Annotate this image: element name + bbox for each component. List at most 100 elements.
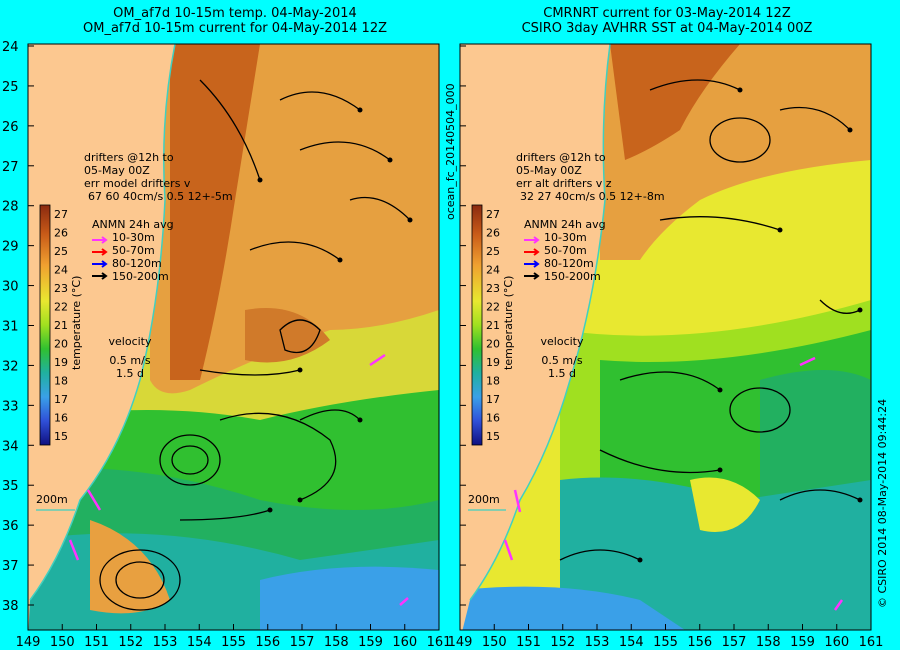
colorbar-tick-label: 16 — [54, 411, 68, 424]
left-bin-4: 150-200m — [112, 270, 169, 283]
copyright-label: © CSIRO 2014 08-May-2014 09:44:24 — [876, 398, 889, 608]
lon-tick-label: 156 — [687, 635, 712, 650]
model-run-label: ocean_fc_20140504_000 — [444, 83, 457, 220]
lon-tick-label: 153 — [585, 635, 610, 650]
right-colorbar — [471, 204, 483, 446]
left-velocity-time: 1.5 d — [116, 367, 144, 380]
lon-tick-label: 152 — [550, 635, 575, 650]
right-drifter-note-2: 05-May 00Z — [516, 164, 582, 177]
colorbar-tick-label: 25 — [486, 245, 500, 258]
lat-tick-label: 24 — [2, 40, 19, 55]
depth-bin-arrow — [524, 236, 540, 244]
right-drifter-note-1: drifters @12h to — [516, 151, 606, 164]
lon-tick-label: 157 — [722, 635, 747, 650]
lon-tick-label: 157 — [290, 635, 315, 650]
left-drifter-note-1: drifters @12h to — [84, 151, 174, 164]
lat-tick-label: 25 — [2, 80, 19, 95]
depth-bin-arrow — [524, 260, 540, 268]
colorbar-tick-label: 20 — [54, 337, 68, 350]
lon-tick-label: 155 — [221, 635, 246, 650]
lat-tick-label: 33 — [2, 399, 19, 414]
left-title: OM_af7d 10-15m temp. 04-May-2014 OM_af7d… — [30, 6, 440, 36]
left-title-line1: OM_af7d 10-15m temp. 04-May-2014 — [113, 6, 357, 21]
right-velocity-speed: 0.5 m/s — [541, 354, 583, 367]
lat-tick-label: 37 — [2, 559, 19, 574]
left-colorbar — [39, 204, 51, 446]
left-drifter-note: drifters @12h to 05-May 00Z err model dr… — [68, 151, 233, 203]
left-velocity-legend: velocity 0.5 m/s 1.5 d — [100, 335, 160, 380]
lat-tick-label: 36 — [2, 519, 19, 534]
lat-tick-label: 30 — [2, 280, 19, 295]
lon-tick-label: 156 — [255, 635, 280, 650]
colorbar-tick-label: 18 — [486, 374, 500, 387]
right-colorbar-label: temperature (°C) — [502, 275, 515, 370]
lat-tick-label: 34 — [2, 439, 19, 454]
lon-tick-label: 151 — [516, 635, 541, 650]
left-bin-1: 10-30m — [112, 231, 155, 244]
colorbar-tick-label: 27 — [54, 208, 68, 221]
colorbar-tick-label: 23 — [54, 282, 68, 295]
lon-tick-label: 158 — [324, 635, 349, 650]
lon-tick-label: 154 — [187, 635, 212, 650]
lat-tick-label: 31 — [2, 320, 19, 335]
left-colorbar-label: temperature (°C) — [70, 275, 83, 370]
right-map — [460, 44, 871, 630]
lon-tick-label: 152 — [118, 635, 143, 650]
colorbar-tick-label: 26 — [486, 227, 500, 240]
colorbar-tick-label: 25 — [54, 245, 68, 258]
right-velocity-title: velocity — [540, 335, 584, 348]
depth-bin-arrow — [92, 272, 108, 280]
colorbar-tick-label: 18 — [54, 374, 68, 387]
depth-bin-arrow — [92, 236, 108, 244]
colorbar-tick-label: 17 — [54, 393, 68, 406]
left-title-line2: OM_af7d 10-15m current for 04-May-2014 1… — [83, 21, 387, 36]
right-anmn-title: ANMN 24h avg — [524, 218, 606, 231]
left-drifter-note-3: err model drifters v — [84, 177, 191, 190]
left-drifter-note-4: 67 60 40cm/s 0.5 12+-5m — [88, 190, 233, 203]
right-drifter-note-3: err alt drifters v z — [516, 177, 612, 190]
right-bin-4: 150-200m — [544, 270, 601, 283]
lon-tick-label: 149 — [448, 635, 473, 650]
colorbar-tick-label: 22 — [54, 301, 68, 314]
lon-tick-label: 159 — [790, 635, 815, 650]
left-anmn-legend: ANMN 24h avg 10-30m 50-70m 80-120m 150-2… — [92, 218, 174, 283]
lon-tick-label: 151 — [84, 635, 109, 650]
right-anmn-legend: ANMN 24h avg 10-30m 50-70m 80-120m 150-2… — [524, 218, 606, 283]
colorbar-tick-label: 19 — [54, 356, 68, 369]
lat-tick-label: 26 — [2, 120, 19, 135]
right-drifter-note: drifters @12h to 05-May 00Z err alt drif… — [500, 151, 665, 203]
colorbar-tick-label: 21 — [486, 319, 500, 332]
right-title-line2: CSIRO 3day AVHRR SST at 04-May-2014 00Z — [521, 21, 813, 36]
right-bin-3: 80-120m — [544, 257, 594, 270]
right-bin-2: 50-70m — [544, 244, 587, 257]
right-bin-1: 10-30m — [544, 231, 587, 244]
colorbar-tick-label: 21 — [54, 319, 68, 332]
colorbar-tick-label: 24 — [54, 264, 68, 277]
depth-bin-arrow — [524, 272, 540, 280]
colorbar-tick-label: 19 — [486, 356, 500, 369]
lon-tick-label: 149 — [16, 635, 41, 650]
lat-tick-label: 27 — [2, 160, 19, 175]
right-velocity-legend: velocity 0.5 m/s 1.5 d — [532, 335, 592, 380]
lon-tick-label: 154 — [619, 635, 644, 650]
lon-tick-label: 153 — [153, 635, 178, 650]
lon-tick-label: 161 — [427, 635, 452, 650]
depth-bin-arrow — [92, 260, 108, 268]
lon-tick-label: 155 — [653, 635, 678, 650]
lon-tick-label: 150 — [50, 635, 75, 650]
right-isobath-label: 200m — [468, 493, 500, 506]
lat-tick-label: 28 — [2, 200, 19, 215]
depth-bin-arrow — [92, 248, 108, 256]
left-bin-3: 80-120m — [112, 257, 162, 270]
colorbar-tick-label: 23 — [486, 282, 500, 295]
lon-tick-label: 159 — [358, 635, 383, 650]
right-title: CMRNRT current for 03-May-2014 12Z CSIRO… — [462, 6, 872, 36]
lat-tick-label: 38 — [2, 599, 19, 614]
left-bin-2: 50-70m — [112, 244, 155, 257]
right-drifter-note-4: 32 27 40cm/s 0.5 12+-8m — [520, 190, 665, 203]
right-velocity-time: 1.5 d — [548, 367, 576, 380]
colorbar-tick-label: 27 — [486, 208, 500, 221]
lat-tick-label: 32 — [2, 359, 19, 374]
colorbar-tick-label: 26 — [54, 227, 68, 240]
